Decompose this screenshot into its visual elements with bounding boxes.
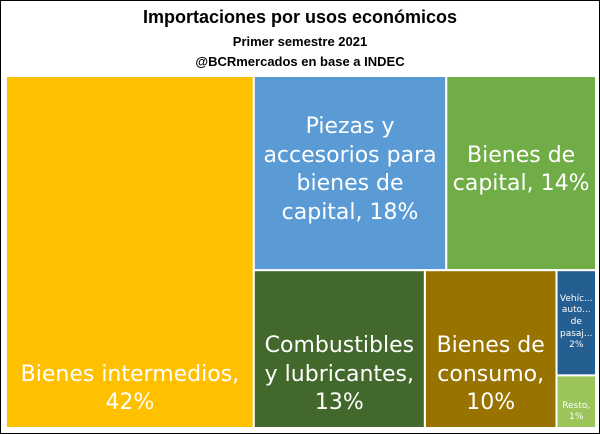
cell-label: Piezas y accesorios para bienes de capit…: [263, 113, 437, 225]
treemap-cell: [5, 75, 255, 429]
cell-label: Bienes de capital, 14%: [452, 142, 590, 197]
chart-title: Importaciones por usos económicos: [143, 7, 457, 27]
treemap-cell: [445, 75, 597, 272]
treemap-cell: [252, 269, 426, 430]
chart-subtitle: Primer semestre 2021: [233, 34, 367, 49]
cell-label: Bienes intermedios, 42%: [20, 361, 240, 416]
treemap-cell: [555, 374, 597, 430]
cell-label: Resto, 1%: [562, 400, 591, 423]
cell-label: Bienes de consumo, 10%: [436, 333, 545, 416]
cell-label: Vehíc... auto... de pasaj... 2%: [559, 293, 593, 351]
treemap-cell: [423, 269, 558, 430]
cell-label: Combustibles y lubricantes, 13%: [264, 333, 415, 416]
treemap-cell: [252, 75, 448, 272]
chart-source: @BCRmercados en base a INDEC: [195, 54, 405, 69]
